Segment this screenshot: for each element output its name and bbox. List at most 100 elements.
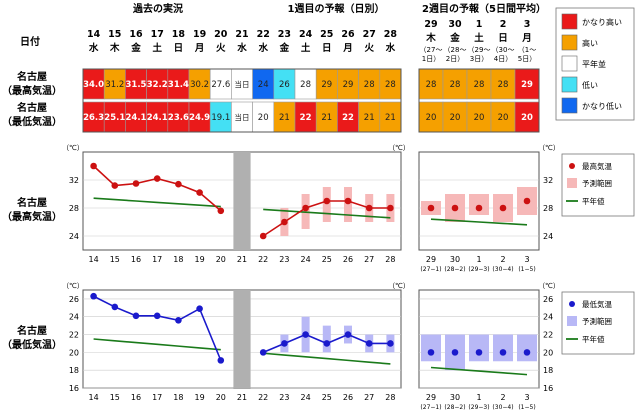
observed-point xyxy=(175,180,182,188)
y-tick-label-right: 16 xyxy=(543,384,553,393)
forecast-point xyxy=(344,197,352,205)
x-tick-label: 20 xyxy=(216,393,226,402)
day-weekday: 月 xyxy=(194,43,205,54)
week2-table-cell xyxy=(490,101,516,133)
day-weekday: 土 xyxy=(152,42,162,54)
week2-range-label: （30～ xyxy=(492,46,515,54)
observed-point xyxy=(132,312,140,320)
y-tick-label-right: 24 xyxy=(543,232,553,241)
y-tick-label-right: 24 xyxy=(543,313,553,322)
week2-range-bar xyxy=(469,334,489,362)
y-tick-label-right: 18 xyxy=(543,366,553,375)
table-cell-value: 25.1 xyxy=(104,113,125,123)
y-tick-label: 26 xyxy=(69,295,79,304)
week2-x-sub-label: (27−1) xyxy=(420,404,441,411)
week2-table-cell-value: 28 xyxy=(474,80,485,90)
x-tick-label: 17 xyxy=(152,255,162,264)
y-tick-label: 24 xyxy=(69,313,79,322)
row-min-type: （最低気温） xyxy=(2,115,62,128)
week2-range-bar xyxy=(469,194,489,215)
week2-x-tick-label: 29 xyxy=(426,393,436,402)
week2-range-bar xyxy=(517,334,537,362)
week2-table-cell xyxy=(418,101,444,133)
table-cell-value: 31.5 xyxy=(126,80,147,90)
legend-swatch xyxy=(561,55,578,72)
legend-marker xyxy=(569,301,575,307)
week2-x-sub-label: (30−4) xyxy=(492,404,513,411)
week2-table-cell-value: 20 xyxy=(450,113,461,123)
y-tick-label: 32 xyxy=(69,176,79,185)
normal-line-week2 xyxy=(430,366,528,376)
table-cell-value: 21 xyxy=(321,113,332,123)
chart2-type: （最低気温） xyxy=(2,338,62,351)
table-cell-value: 22 xyxy=(300,113,312,123)
week1-label: 1週目の予報（日別） xyxy=(288,2,385,15)
week2-range-label: （29～ xyxy=(468,46,491,54)
observed-point xyxy=(111,182,119,189)
legend-range-swatch xyxy=(567,316,577,326)
week2-table-cell xyxy=(514,68,540,100)
day-weekday: 土 xyxy=(301,42,311,54)
week2-point xyxy=(523,349,531,356)
day-weekday: 金 xyxy=(130,42,141,54)
forecast-table: 14水15木16金17土18日19月20火21水22水23金24土25日26月2… xyxy=(82,19,540,133)
day-weekday: 水 xyxy=(386,42,396,54)
unit-label: （℃） xyxy=(388,282,410,290)
day-number: 24 xyxy=(299,29,313,40)
week2-day-weekday: 土 xyxy=(474,32,484,44)
forecast-point xyxy=(365,340,373,347)
legend-label: かなり高い xyxy=(582,17,622,27)
week2-table-cell xyxy=(442,68,468,100)
x-tick-label: 28 xyxy=(385,393,395,402)
x-tick-label: 25 xyxy=(322,255,332,264)
week2-x-tick-label: 2 xyxy=(500,255,505,264)
x-tick-label: 18 xyxy=(173,393,183,402)
day-weekday: 日 xyxy=(322,43,332,54)
day-weekday: 金 xyxy=(279,42,290,54)
x-tick-label: 21 xyxy=(237,393,247,402)
table-cell-value: 19.1 xyxy=(211,113,230,123)
week2-x-sub-label: (29−3) xyxy=(468,404,489,411)
table-cell-value: 26 xyxy=(279,80,290,90)
week2-table-cell-value: 28 xyxy=(426,80,437,90)
y-tick-label: 18 xyxy=(69,366,79,375)
today-band xyxy=(233,290,251,388)
table-cell-value: 21 xyxy=(279,113,290,123)
legend-swatch xyxy=(561,13,578,30)
week2-point xyxy=(499,349,507,356)
unit-label: （℃） xyxy=(62,144,84,152)
forecast-point xyxy=(259,349,267,356)
legend-normal-label: 平年値 xyxy=(582,334,605,344)
observed-point xyxy=(111,303,119,311)
day-weekday: 水 xyxy=(258,42,268,54)
week2-range-label: 5日） xyxy=(518,55,536,63)
min-temp-chart: 16 16 18 18 20 20 22 22 24 24 26 26 （℃） （℃） （℃） 14 15 16 1… xyxy=(62,282,635,411)
forecast-range-bar xyxy=(344,187,352,222)
x-tick-label: 22 xyxy=(258,255,268,264)
day-weekday: 火 xyxy=(364,43,374,54)
week2-table-cell xyxy=(418,68,444,100)
unit-label: （℃） xyxy=(538,144,560,152)
table-cell-value: 26.3 xyxy=(83,113,104,123)
forecast-point xyxy=(302,204,309,212)
week2-point xyxy=(451,349,459,356)
day-number: 23 xyxy=(278,29,291,40)
table-cell-value: 27.6 xyxy=(211,80,230,90)
legend-marker xyxy=(569,163,575,169)
forecast-point xyxy=(344,331,352,338)
week2-table-cell-value: 20 xyxy=(521,113,533,123)
chart2-city: 名古屋 xyxy=(17,324,47,337)
x-tick-label: 28 xyxy=(385,255,395,264)
x-tick-label: 22 xyxy=(258,393,268,402)
week2-day-weekday: 木 xyxy=(425,32,436,44)
week2-label: 2週目の予報（5日間平均） xyxy=(422,2,546,15)
unit-label: （℃） xyxy=(62,282,84,290)
table-cell-value: 24.1 xyxy=(147,113,168,123)
table-cell-value: 当日 xyxy=(235,112,250,122)
observed-point xyxy=(90,162,97,170)
day-weekday: 水 xyxy=(237,42,247,54)
observed-point xyxy=(217,357,225,364)
normal-line-week2 xyxy=(430,218,528,226)
week2-x-sub-label: (27−1) xyxy=(420,266,441,273)
